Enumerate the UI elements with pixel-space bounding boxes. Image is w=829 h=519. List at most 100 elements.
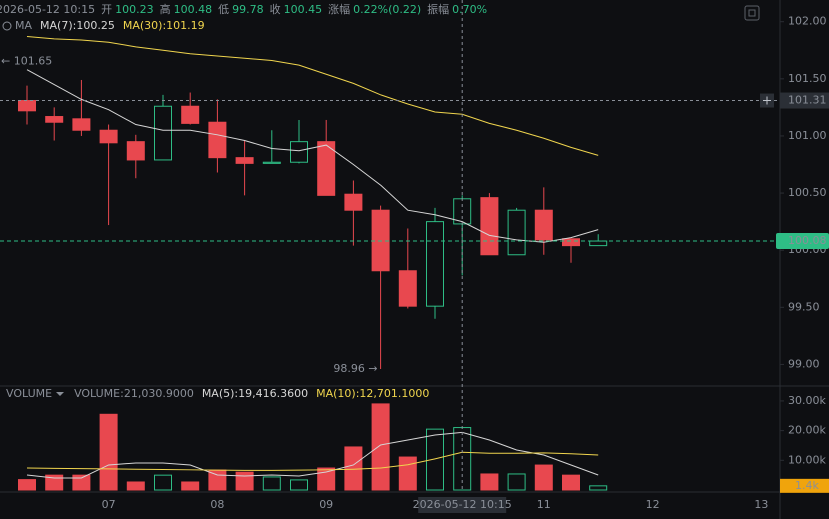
volume-bar [235, 471, 254, 491]
volume-bar [126, 481, 145, 491]
legend-value: :101.19 [162, 19, 204, 32]
legend-title: MA [15, 19, 32, 32]
volume-ma-line [26, 431, 599, 479]
legend-name: MA(30) [123, 19, 163, 32]
header-label: 高 [160, 2, 171, 16]
last-price-tag [776, 233, 829, 250]
candle-body [72, 118, 91, 131]
high-marker: ← 101.65 [1, 55, 52, 68]
candle-body [99, 129, 118, 144]
y-tick-label: 100.50 [788, 186, 827, 199]
candle-body [126, 141, 145, 161]
screenshot-icon[interactable] [744, 5, 760, 21]
candle-body [45, 116, 64, 123]
low-marker: 98.96 → [333, 362, 377, 375]
volume-legend: VOLUME VOLUME:21,030.9000 MA(5):19,416.360… [6, 387, 429, 400]
candle-body [371, 209, 390, 272]
header-value: 99.78 [232, 3, 264, 16]
x-tick-label: 13 [754, 498, 768, 511]
candle-body [534, 209, 553, 241]
volume-bar [99, 413, 118, 491]
header-value: 100.45 [284, 3, 323, 16]
volume-bar [154, 474, 172, 491]
legend-name: MA(5) [202, 387, 235, 400]
volume-bar [262, 476, 281, 491]
screenshot-icon-inner [748, 9, 756, 17]
add-icon [763, 96, 771, 105]
candle-body [181, 105, 200, 124]
x-tick-label: 11 [537, 498, 551, 511]
ma-line [26, 69, 599, 243]
y-tick-label: 101.50 [788, 72, 827, 85]
volume-bar [371, 403, 390, 491]
volume-bar [45, 474, 64, 491]
candle-body [589, 240, 608, 247]
x-tick-label: 07 [102, 498, 116, 511]
eye-icon[interactable] [2, 21, 12, 31]
legend-value: :19,416.3600 [234, 387, 308, 400]
candle-body [398, 270, 417, 307]
volume-bar [72, 474, 91, 491]
dropdown-arrow[interactable] [56, 392, 64, 396]
ohlc-header: 2026-05-12 10:15 开 100.23 高 100.48 低 99.78 收 100… [0, 2, 487, 16]
legend-name: MA(7) [40, 19, 73, 32]
candle-body [507, 209, 526, 256]
candle-body [235, 157, 254, 164]
header-time: 2026-05-12 10:15 [0, 3, 95, 16]
crosshair-price-tag [780, 92, 829, 109]
y-tick-label: 102.00 [788, 15, 827, 28]
volume-bar [534, 464, 553, 491]
header-value: 0.22%(0.22) [353, 3, 421, 16]
y-tick-label: 99.50 [788, 300, 820, 313]
candle-body [480, 197, 499, 256]
candle-body [262, 161, 281, 164]
legend-name: VOLUME [74, 387, 120, 400]
last-price-label: 100.08 [788, 234, 827, 247]
y-tick-label: 30.00k [788, 394, 826, 407]
y-tick-label: 10.00k [788, 453, 826, 466]
y-tick-label: 20.00k [788, 424, 826, 437]
volume-bar [507, 473, 526, 491]
indicator-name: VOLUME [6, 387, 52, 400]
candle-body [344, 193, 363, 211]
volume-bar [398, 456, 417, 491]
legend-value: :21,030.9000 [120, 387, 194, 400]
header-label: 涨幅 [328, 3, 350, 16]
legend-value: :100.25 [73, 19, 115, 32]
header-label: 收 [270, 2, 281, 16]
crosshair-price-label: 101.31 [788, 94, 827, 107]
volume-bar [426, 428, 444, 491]
last-volume-tag [780, 478, 829, 493]
y-tick-label: 99.00 [788, 357, 820, 370]
ma-legend: MA MA(7):100.25 MA(30):101.19 [15, 19, 205, 32]
crosshair-time-label: 2026-05-12 10:15 [413, 498, 512, 511]
candle-body [154, 105, 172, 161]
volume-ma-line [26, 451, 599, 471]
x-tick-label: 12 [646, 498, 660, 511]
header-value: 100.23 [115, 3, 154, 16]
volume-bar [589, 485, 608, 491]
last-volume-label: 1.4k [795, 479, 819, 492]
candle-body [208, 121, 227, 159]
volume-bar [290, 479, 308, 491]
candle-body [290, 141, 308, 163]
header-label: 振幅 [427, 2, 449, 16]
candle-body [562, 238, 580, 247]
volume-bar [181, 481, 200, 491]
candle-body [18, 100, 36, 112]
volume-bar [562, 474, 580, 491]
crosshair-time-tag [418, 497, 507, 513]
volume-bar [317, 467, 336, 491]
x-tick-label: 09 [319, 498, 333, 511]
header-label: 低 [218, 3, 229, 16]
x-tick-label: 08 [210, 498, 224, 511]
candle-body [426, 221, 444, 307]
volume-bar [480, 473, 499, 491]
header-value: 0.70% [452, 3, 487, 16]
legend-name: MA(10) [316, 387, 356, 400]
volume-bar [18, 479, 36, 491]
candle-body [317, 141, 336, 196]
